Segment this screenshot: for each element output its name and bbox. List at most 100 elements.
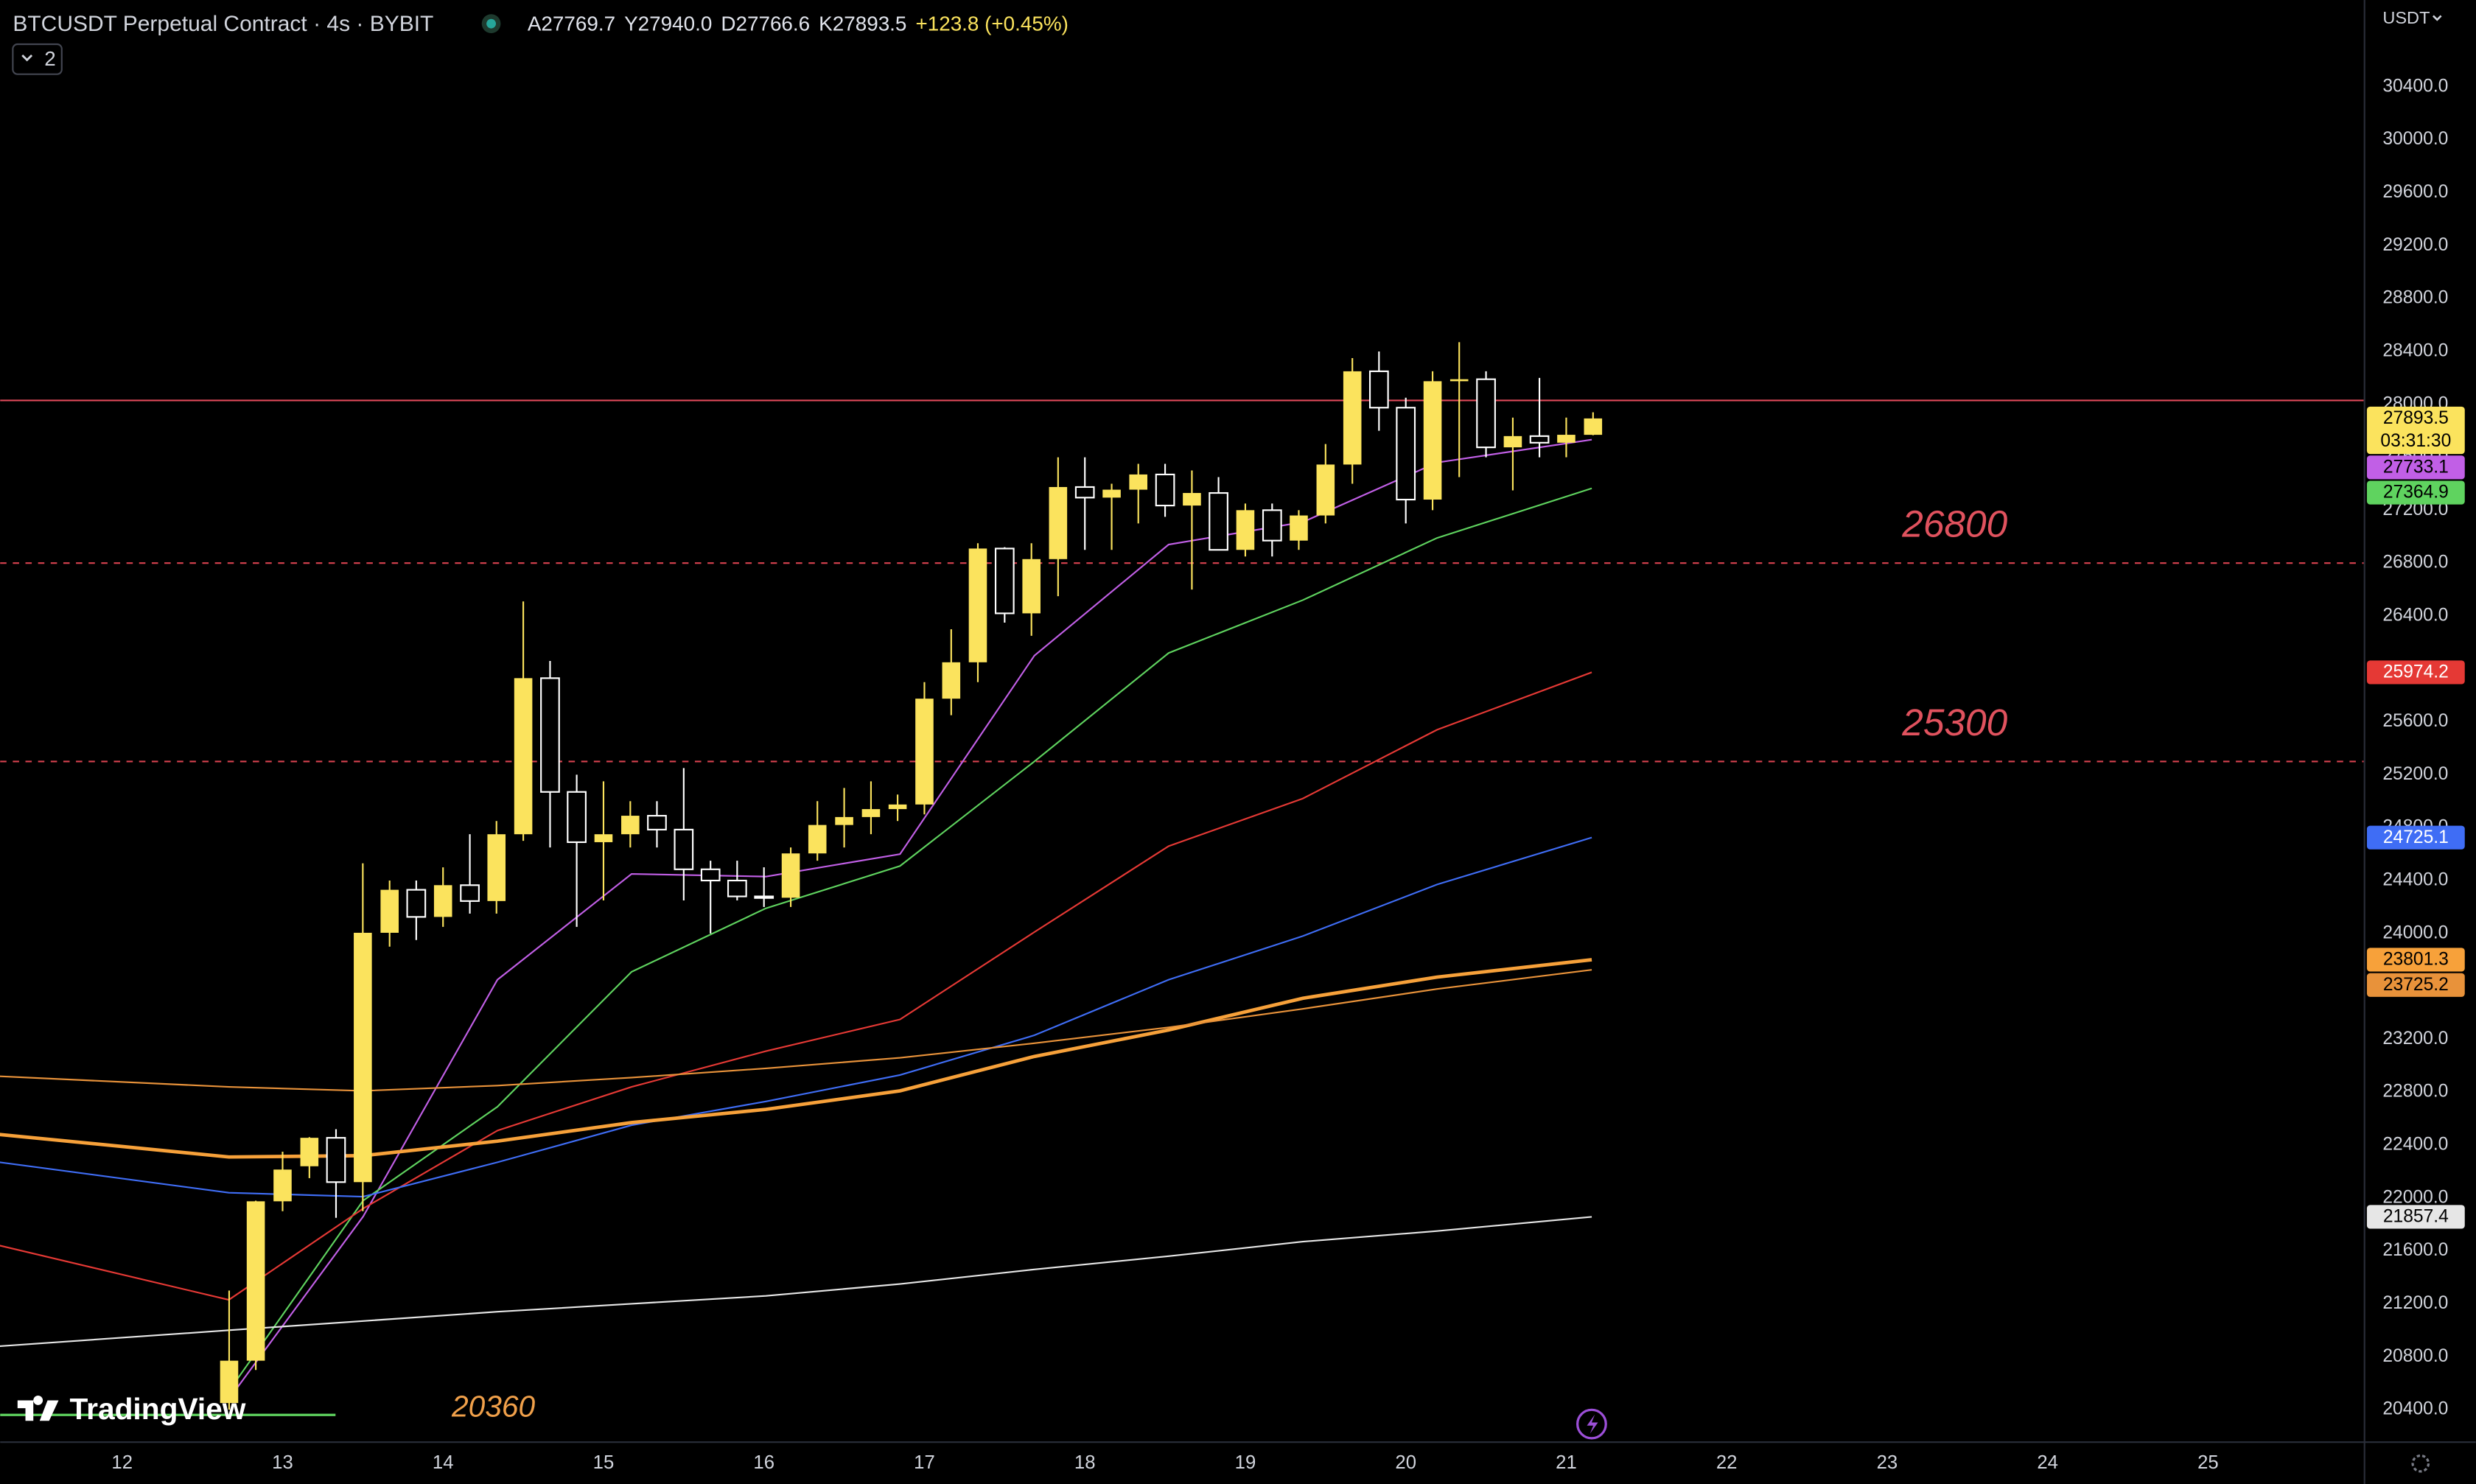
logo-text: TradingView xyxy=(70,1392,246,1426)
candle-body xyxy=(1503,435,1522,448)
y-tick-label: 30400.0 xyxy=(2382,76,2448,96)
candle-body xyxy=(1183,493,1201,506)
candle-body xyxy=(1155,473,1175,507)
y-tick-label: 22800.0 xyxy=(2382,1082,2448,1102)
candle-body xyxy=(727,879,747,897)
candle-body xyxy=(1022,559,1041,614)
candle-body xyxy=(460,884,480,902)
candle-body xyxy=(514,678,533,835)
ohlc-high: Y27940.0 xyxy=(624,13,712,35)
candle-body xyxy=(781,853,800,898)
price-badge-label: 23725.2 xyxy=(2383,975,2449,995)
ma-line xyxy=(0,1216,1592,1347)
candle-body xyxy=(835,816,853,825)
candle-body xyxy=(1529,435,1550,444)
y-tick-label: 21600.0 xyxy=(2382,1240,2448,1260)
x-tick-label: 17 xyxy=(914,1452,935,1473)
logo-mark xyxy=(17,1396,59,1421)
ma-line xyxy=(0,671,1592,1301)
candle-body xyxy=(1316,464,1335,516)
price-badge xyxy=(2366,406,2465,455)
y-tick-label: 22000.0 xyxy=(2382,1187,2448,1207)
level-label: 26800 xyxy=(1901,502,2007,545)
x-tick-label: 18 xyxy=(1074,1452,1096,1473)
level-label: 20360 xyxy=(451,1389,536,1423)
indicator-count: 2 xyxy=(44,47,56,70)
symbol-title: BTCUSDT Perpetual Contract · 4s · BYBIT xyxy=(13,12,433,36)
candle-body xyxy=(968,548,987,662)
candle-body xyxy=(647,814,667,830)
candle-body xyxy=(1290,515,1308,541)
ma-line xyxy=(0,836,1592,1198)
ma-line xyxy=(0,969,1592,1092)
candle-body xyxy=(1129,474,1148,490)
candle-body xyxy=(1476,378,1496,449)
candle-body xyxy=(246,1201,265,1361)
y-tick-label: 26400.0 xyxy=(2382,605,2448,625)
candle-body xyxy=(1449,379,1469,382)
price-badge-label: 21857.4 xyxy=(2383,1207,2449,1227)
status-dot xyxy=(486,18,496,29)
y-tick-label: 28400.0 xyxy=(2382,340,2448,360)
candle-body xyxy=(942,662,961,699)
x-tick-label: 20 xyxy=(1395,1452,1416,1473)
candle-body xyxy=(1396,407,1416,501)
price-badge xyxy=(2366,825,2465,850)
x-tick-label: 15 xyxy=(593,1452,615,1473)
tradingview-logo: TradingView xyxy=(17,1392,246,1426)
candle-body xyxy=(1049,486,1068,559)
x-tick-label: 12 xyxy=(111,1452,133,1473)
candle-body xyxy=(406,889,427,918)
ohlc-open: A27769.7 xyxy=(528,13,615,35)
indicator-toggle[interactable] xyxy=(12,43,63,75)
price-badges: 27893.5 03:31:30 27733.1 27364.9 25974.2 2472… xyxy=(2366,406,2465,1229)
currency-selector[interactable]: USDT xyxy=(2382,8,2430,27)
y-tick-label: 29200.0 xyxy=(2382,235,2448,255)
candle-body xyxy=(1584,418,1603,435)
candle-body xyxy=(354,932,372,1183)
ohlc-close: K27893.5 xyxy=(819,13,906,35)
candle-body xyxy=(326,1137,346,1183)
price-badge-label: 27893.5 xyxy=(2383,408,2449,428)
candle-body xyxy=(674,828,694,870)
candle-body xyxy=(567,791,587,844)
candle-body xyxy=(1557,435,1576,443)
x-tick-label: 19 xyxy=(1235,1452,1256,1473)
price-badge xyxy=(2366,455,2465,480)
level-label: 25300 xyxy=(1901,701,2007,743)
x-tick-label: 13 xyxy=(272,1452,293,1473)
alert-bolt xyxy=(1587,1414,1598,1434)
ma-line xyxy=(228,438,1592,1400)
price-badge-label: 24725.1 xyxy=(2383,827,2449,847)
x-tick-label: 21 xyxy=(1556,1452,1577,1473)
y-tick-label: 21200.0 xyxy=(2382,1293,2448,1313)
price-badge-label: 27733.1 xyxy=(2383,457,2449,477)
ohlc-values: A27769.7 Y27940.0 D27766.6 K27893.5 +123… xyxy=(528,13,1069,35)
x-tick-label: 24 xyxy=(2037,1452,2058,1473)
x-tick-label: 25 xyxy=(2197,1452,2219,1473)
y-tick-label: 20400.0 xyxy=(2382,1399,2448,1419)
candle-body xyxy=(754,895,774,899)
candle-body xyxy=(915,699,934,805)
y-tick-label: 24000.0 xyxy=(2382,923,2448,942)
price-badge xyxy=(2366,660,2465,685)
candle-body xyxy=(888,804,907,810)
candle-body xyxy=(1423,381,1442,500)
candle-body xyxy=(433,885,452,917)
candle-body xyxy=(300,1138,319,1166)
price-axis-bg xyxy=(2363,0,2476,1484)
candle-body xyxy=(487,834,506,901)
candle-body xyxy=(861,809,881,817)
candle-body xyxy=(1236,510,1255,550)
x-tick-label: 16 xyxy=(753,1452,774,1473)
x-tick-label: 23 xyxy=(1877,1452,1898,1473)
price-badge-label: 25974.2 xyxy=(2383,662,2449,682)
settings-icon[interactable] xyxy=(2411,1454,2430,1473)
candle-body xyxy=(594,834,613,842)
currency-chevron xyxy=(2433,15,2442,21)
alert-icon[interactable] xyxy=(1576,1408,1607,1440)
y-tick-label: 25600.0 xyxy=(2382,711,2448,731)
price-badge xyxy=(2366,1205,2465,1229)
